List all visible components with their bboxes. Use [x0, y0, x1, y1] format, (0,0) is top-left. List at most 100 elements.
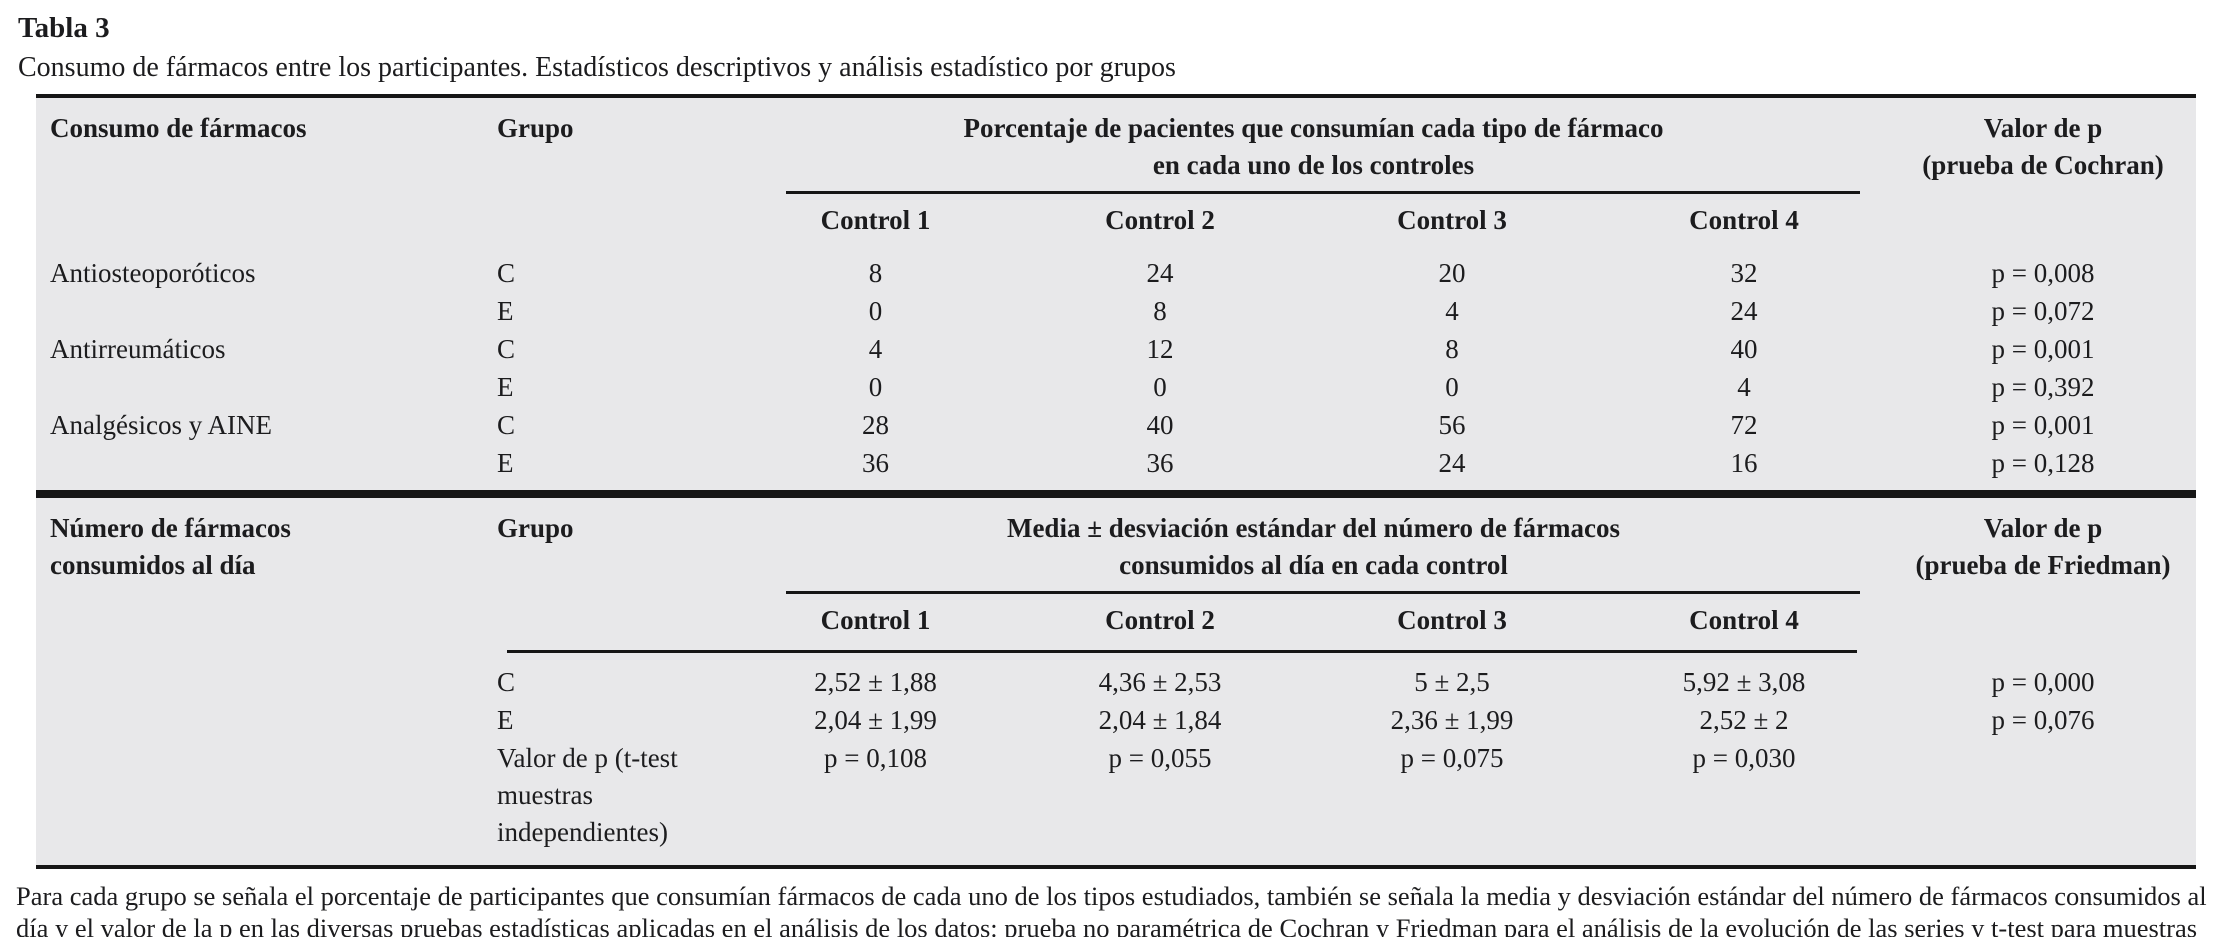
group-cell: C	[497, 258, 516, 288]
span-header-mean-sd: Media ± desviación estándar del número d…	[737, 510, 1890, 594]
column-header-number-of-drugs: Número de fármacos consumidos al día	[36, 510, 481, 594]
value-cell: 24	[1146, 258, 1174, 288]
table-row: Antiosteoporóticos C 8 24 20 32 p = 0,00…	[36, 254, 2196, 292]
drug-cell: Antirreumáticos	[50, 334, 226, 364]
value-cell: 4	[868, 334, 883, 364]
value-cell: p = 0,030	[1692, 743, 1796, 773]
value-cell: 8	[1153, 296, 1167, 326]
pvalue-header-line2: (prueba de Cochran)	[1922, 150, 2164, 180]
span-header-underline	[786, 591, 1860, 594]
table-footnote: Para cada grupo se señala el porcentaje …	[16, 881, 2207, 937]
section-drugs-per-day: Número de fármacos consumidos al día Gru…	[36, 494, 2196, 865]
value-cell: 0	[868, 296, 883, 326]
column-header-group: Grupo	[497, 513, 574, 543]
value-cell: 2,52 ± 1,88	[814, 667, 937, 697]
value-cell: 4,36 ± 2,53	[1098, 667, 1222, 697]
value-cell: 32	[1730, 258, 1758, 288]
drug-cell: Antiosteoporóticos	[50, 258, 256, 288]
group-cell: Valor de p (t-test muestras independient…	[497, 743, 678, 847]
value-cell: 8	[1445, 334, 1459, 364]
section1-header: Consumo de fármacos Grupo Porcentaje de …	[36, 98, 2196, 194]
pvalue-cell: p = 0,001	[1991, 410, 2095, 440]
group-cell: E	[497, 448, 514, 478]
group-controls-underline	[507, 650, 1857, 653]
pvalue-header-line1: Valor de p	[1983, 113, 2103, 143]
group-cell: E	[497, 372, 514, 402]
column-header-pvalue: Valor de p (prueba de Friedman)	[1890, 510, 2196, 594]
number-header-line1: Número de fármacos	[50, 513, 291, 543]
value-cell: 28	[862, 410, 889, 440]
column-header-pvalue: Valor de p (prueba de Cochran)	[1890, 110, 2196, 194]
value-cell: 40	[1146, 410, 1174, 440]
value-cell: 2,52 ± 2	[1699, 705, 1789, 735]
group-cell: C	[497, 667, 516, 697]
pvalue-header-line1: Valor de p	[1983, 513, 2103, 543]
span-header-line2: consumidos al día en cada control	[1119, 550, 1508, 580]
table-row: E 36 36 24 16 p = 0,128	[36, 444, 2196, 482]
section2-controls-row: Control 1 Control 2 Control 3 Control 4	[36, 594, 2196, 650]
number-header-line2: consumidos al día	[50, 550, 256, 580]
value-cell: p = 0,055	[1108, 743, 1212, 773]
drug-consumption-table: Consumo de fármacos Grupo Porcentaje de …	[36, 94, 2196, 869]
value-cell: 36	[1146, 448, 1174, 478]
pvalue-header-line2: (prueba de Friedman)	[1915, 550, 2171, 580]
table-row: Analgésicos y AINE C 28 40 56 72 p = 0,0…	[36, 406, 2196, 444]
pvalue-cell: p = 0,001	[1991, 334, 2095, 364]
value-cell: 0	[868, 372, 883, 402]
page-title: Tabla 3	[18, 12, 110, 44]
column-header-control4: Control 4	[1689, 605, 1799, 635]
drug-cell	[36, 368, 481, 406]
value-cell: 2,04 ± 1,84	[1098, 705, 1222, 735]
value-cell: 2,04 ± 1,99	[814, 705, 937, 735]
value-cell: 5,92 ± 3,08	[1682, 667, 1806, 697]
column-header-control1: Control 1	[820, 205, 931, 235]
value-cell: 4	[1445, 296, 1459, 326]
column-header-control3: Control 3	[1397, 605, 1507, 635]
span-header-underline	[786, 191, 1860, 194]
section2-body: C 2,52 ± 1,88 4,36 ± 2,53 5 ± 2,5 5,92 ±…	[36, 653, 2196, 865]
table-row: C 2,52 ± 1,88 4,36 ± 2,53 5 ± 2,5 5,92 ±…	[36, 663, 2196, 701]
value-cell: 72	[1730, 410, 1758, 440]
table-description: Consumo de fármacos entre los participan…	[18, 52, 1176, 83]
drug-cell	[36, 292, 481, 330]
span-header-line1: Media ± desviación estándar del número d…	[1006, 513, 1621, 543]
value-cell: 24	[1438, 448, 1466, 478]
section2-partial-rule-row	[36, 650, 2196, 653]
pvalue-cell: p = 0,128	[1991, 448, 2095, 478]
value-cell: 36	[862, 448, 889, 478]
column-header-control4: Control 4	[1689, 205, 1799, 235]
table-row: E 2,04 ± 1,99 2,04 ± 1,84 2,36 ± 1,99 2,…	[36, 701, 2196, 739]
value-cell: 0	[1445, 372, 1459, 402]
value-cell: 40	[1730, 334, 1758, 364]
value-cell: 0	[1153, 372, 1167, 402]
value-cell: 2,36 ± 1,99	[1390, 705, 1514, 735]
column-header-control2: Control 2	[1105, 205, 1215, 235]
value-cell: p = 0,075	[1400, 743, 1504, 773]
section2-header: Número de fármacos consumidos al día Gru…	[36, 498, 2196, 594]
value-cell: 56	[1438, 410, 1466, 440]
column-header-drug: Consumo de fármacos	[50, 113, 307, 143]
value-cell: 24	[1730, 296, 1758, 326]
span-header-line2: en cada uno de los controles	[1152, 150, 1475, 180]
column-header-control3: Control 3	[1397, 205, 1507, 235]
pvalue-cell: p = 0,008	[1991, 258, 2095, 288]
value-cell: 12	[1146, 334, 1174, 364]
table-row: E 0 8 4 24 p = 0,072	[36, 292, 2196, 330]
table-row: Valor de p (t-test muestras independient…	[36, 739, 2196, 851]
section1-body: Antiosteoporóticos C 8 24 20 32 p = 0,00…	[36, 254, 2196, 490]
span-header-line1: Porcentaje de pacientes que consumían ca…	[963, 113, 1664, 143]
pvalue-cell: p = 0,000	[1991, 667, 2095, 697]
value-cell: 20	[1438, 258, 1466, 288]
column-header-group: Grupo	[497, 113, 574, 143]
column-header-control2: Control 2	[1105, 605, 1215, 635]
group-cell: C	[497, 334, 516, 364]
table-row: Antirreumáticos C 4 12 8 40 p = 0,001	[36, 330, 2196, 368]
pvalue-cell	[1890, 739, 2196, 851]
group-cell: E	[497, 296, 514, 326]
value-cell: 8	[868, 258, 883, 288]
value-cell: 16	[1730, 448, 1758, 478]
value-cell: 4	[1737, 372, 1751, 402]
value-cell: 5 ± 2,5	[1414, 667, 1490, 697]
group-cell: E	[497, 705, 514, 735]
pvalue-cell: p = 0,076	[1991, 705, 2095, 735]
